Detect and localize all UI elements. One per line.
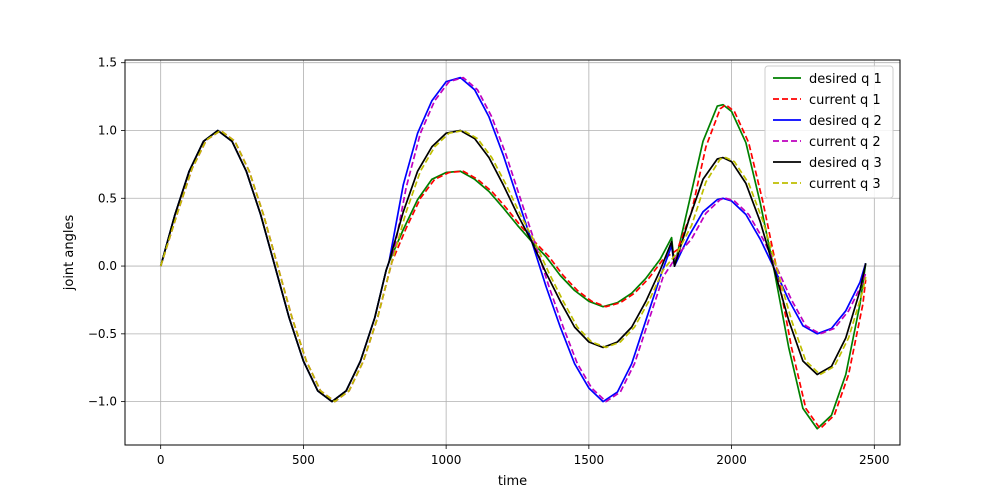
y-tick-label: −0.5 [88,327,117,341]
series-line-1 [159,103,867,430]
legend-label: current q 3 [809,177,881,192]
legend-label: desired q 3 [809,156,882,171]
plot-frame [124,59,901,446]
y-tick-label: 1.5 [98,56,117,70]
series-line-2 [159,103,867,430]
y-tick-label: 0.0 [98,259,117,273]
series-line-3 [159,76,867,403]
axis-ticks: 0 500 1000 1500 2000 2500 −1.0 −0.5 0.0 0.5 1.0 1.5 [88,56,890,467]
x-tick-label: 0 [157,453,165,467]
y-tick-label: −1.0 [88,395,117,409]
legend-label: current q 2 [809,135,881,150]
series-line-5 [159,129,867,403]
legend-label: desired q 1 [809,72,882,87]
x-tick-label: 1000 [431,453,462,467]
x-tick-label: 2000 [716,453,747,467]
legend-label: desired q 2 [809,114,882,129]
series-line-6 [159,129,867,403]
x-tick-label: 2500 [859,453,890,467]
x-axis-label: time [498,474,527,489]
series-lines [159,76,867,430]
legend-label: current q 1 [809,93,881,108]
legend: desired q 1 current q 1 desired q 2 current… [764,65,894,199]
y-axis-label: joint angles [62,215,77,292]
y-tick-label: 0.5 [98,191,117,205]
x-tick-label: 500 [292,453,315,467]
x-tick-label: 1500 [574,453,605,467]
y-tick-label: 1.0 [98,123,117,137]
